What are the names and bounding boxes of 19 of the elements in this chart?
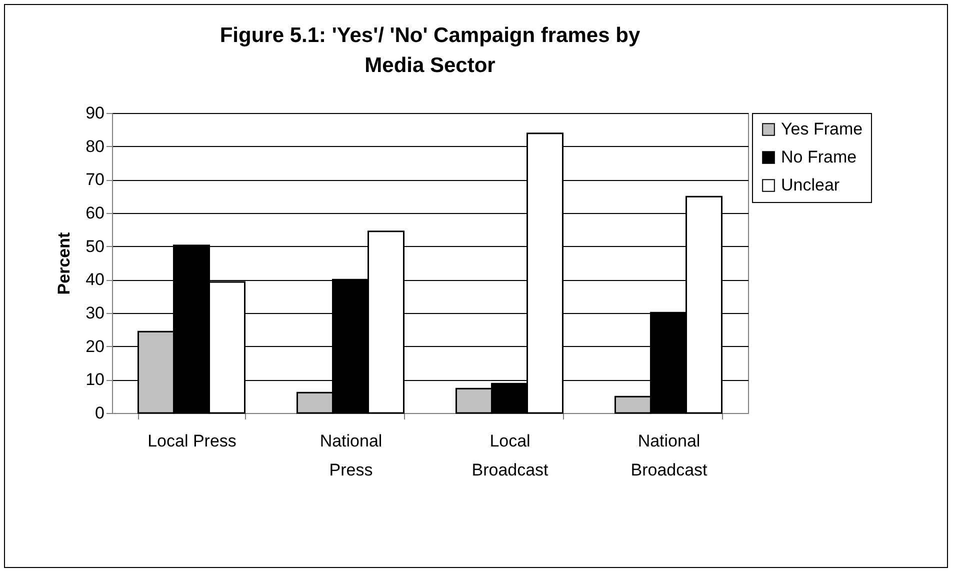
y-tick-label: 70 bbox=[86, 170, 104, 190]
x-tick-label: National Broadcast bbox=[630, 432, 708, 480]
y-axis-title: Percent bbox=[54, 232, 74, 295]
y-tick-label: 20 bbox=[86, 336, 104, 356]
legend-label: No Frame bbox=[781, 148, 857, 166]
x-tick-label: Local Broadcast bbox=[472, 432, 549, 480]
y-tick-label: 50 bbox=[86, 236, 104, 256]
x-tick-label: Local Press bbox=[148, 432, 236, 450]
y-tick-label: 40 bbox=[86, 270, 104, 290]
y-tick-label: 60 bbox=[86, 204, 104, 222]
y-tick-label: 30 bbox=[86, 304, 104, 322]
legend-label: Yes Frame bbox=[781, 120, 863, 138]
x-tick-label: National Press bbox=[320, 432, 382, 480]
y-tick-label: 10 bbox=[86, 370, 104, 390]
y-tick-label: 0 bbox=[95, 404, 104, 422]
y-tick-label: 90 bbox=[86, 104, 104, 122]
y-tick-label: 80 bbox=[86, 136, 104, 156]
chart-title: Figure 5.1: 'Yes'/ 'No' Campaign frames by Media Sector bbox=[220, 24, 640, 77]
legend-label: Unclear bbox=[781, 176, 840, 194]
